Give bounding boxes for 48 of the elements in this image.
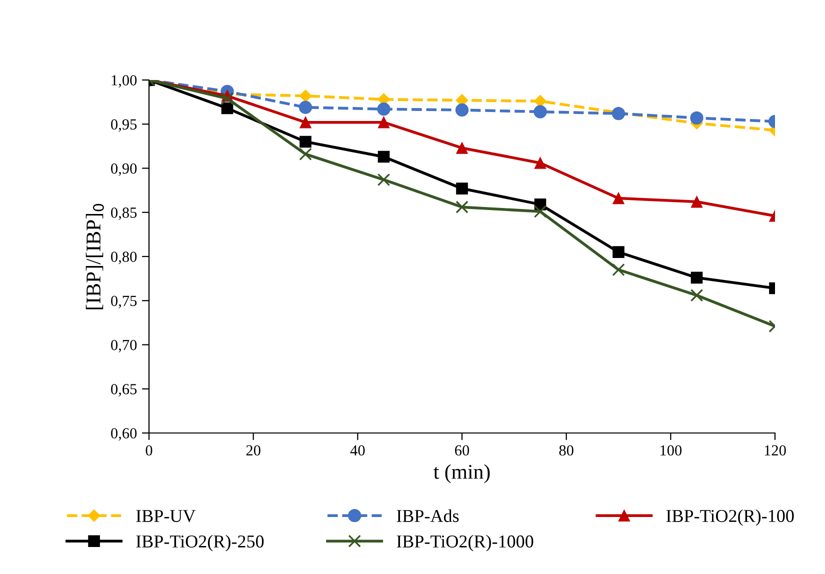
x-tick-label: 20 bbox=[246, 445, 260, 456]
point bbox=[456, 182, 468, 194]
y-tick-label: 0,95 bbox=[111, 119, 137, 132]
point bbox=[456, 142, 468, 154]
point bbox=[534, 105, 547, 118]
y-tick-label: 0,70 bbox=[111, 340, 137, 352]
y-tick-label: 0,65 bbox=[111, 384, 137, 397]
point bbox=[378, 150, 390, 163]
y-tick-label: 0,75 bbox=[111, 296, 137, 308]
x-tick-label: 60 bbox=[455, 445, 470, 456]
point bbox=[534, 157, 546, 169]
y-tick-label: 0,60 bbox=[111, 428, 137, 441]
point bbox=[612, 192, 624, 204]
x-tick-label: 120 bbox=[764, 445, 786, 456]
point bbox=[690, 196, 703, 208]
x-axis-title: t (min) bbox=[434, 464, 490, 484]
y-tick-label: 0,80 bbox=[111, 252, 137, 264]
point bbox=[300, 116, 312, 128]
x-tick-label: 80 bbox=[559, 445, 574, 456]
legend-label: IBP-TiO2(R)-100 bbox=[666, 509, 794, 526]
legend-label: IBP-Ads bbox=[396, 509, 459, 522]
x-tick-label: 100 bbox=[660, 445, 682, 456]
point bbox=[612, 263, 625, 276]
legend-label: IBP-UV bbox=[136, 510, 196, 522]
y-tick-label: 0,85 bbox=[111, 208, 137, 220]
point bbox=[690, 111, 704, 125]
point bbox=[455, 103, 469, 117]
point bbox=[299, 148, 312, 161]
point bbox=[221, 102, 234, 114]
y-tick-label: 1,00 bbox=[112, 75, 137, 88]
point bbox=[378, 116, 390, 128]
point bbox=[299, 90, 312, 102]
point bbox=[220, 92, 234, 105]
x-tick-label: 40 bbox=[350, 445, 365, 456]
legend-label: IBP-TiO2(R)-1000 bbox=[396, 534, 534, 552]
point bbox=[300, 136, 312, 148]
y-axis-title: [IBP]/[IBP]$_{0}$ bbox=[86, 204, 104, 310]
point bbox=[377, 173, 390, 186]
point bbox=[377, 102, 390, 116]
x-tick-label: 0 bbox=[146, 445, 152, 456]
point bbox=[456, 200, 468, 214]
legend-label: IBP-TiO2(R)-250 bbox=[136, 534, 264, 552]
point bbox=[298, 100, 312, 114]
point bbox=[690, 288, 704, 302]
y-tick-label: 0,90 bbox=[111, 163, 137, 176]
point bbox=[612, 246, 624, 258]
point bbox=[690, 272, 703, 284]
point bbox=[534, 205, 547, 218]
